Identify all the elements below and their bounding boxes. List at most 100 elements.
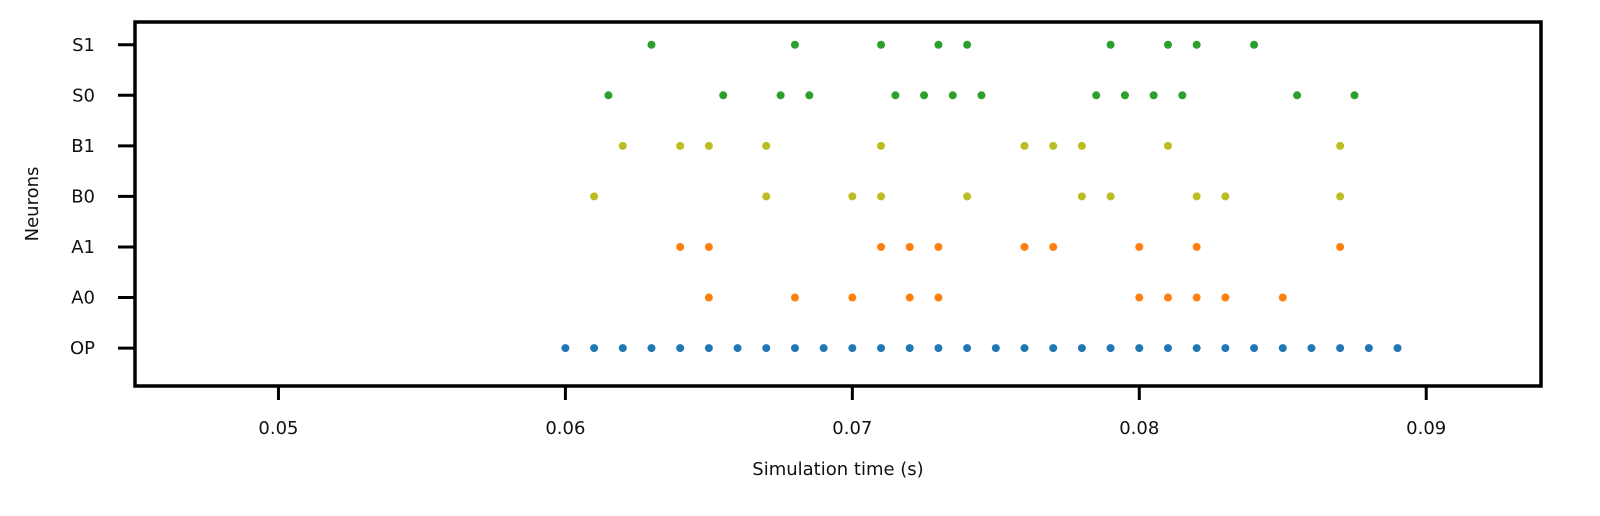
spike-point [790,293,799,302]
spike-point [905,293,914,302]
y-tick-label: A1 [71,237,95,258]
spike-point [618,344,627,353]
spike-point [1192,242,1201,251]
x-tick-label: 0.09 [1406,418,1446,439]
spike-point [704,293,713,302]
spike-point [1163,141,1172,150]
spike-point [1221,192,1230,201]
spike-point [877,40,886,49]
spike-point [877,344,886,353]
spike-point [877,192,886,201]
y-axis-label: Neurons [22,167,43,242]
spike-point [676,141,685,150]
spike-point [1163,344,1172,353]
spike-point [877,141,886,150]
spike-point [991,344,1000,353]
y-axis: OP A0 A1 B0 B1 S0 S1 [70,35,135,359]
spike-point [848,293,857,302]
spike-point [1178,91,1187,100]
spike-point [604,91,613,100]
spike-point [977,91,986,100]
spike-point [719,91,728,100]
spike-point [618,141,627,150]
spike-point [819,344,828,353]
y-tick-label: S1 [72,35,95,56]
spike-point [1192,40,1201,49]
spike-point [1135,344,1144,353]
spike-point [733,344,742,353]
spike-point [1077,192,1086,201]
spike-point [676,344,685,353]
spike-point [676,242,685,251]
spike-point [1307,344,1316,353]
y-tick-label: S0 [72,85,95,106]
spike-point [762,344,771,353]
spike-point [590,344,599,353]
spike-point [848,344,857,353]
spike-point [1336,192,1345,201]
spike-point [776,91,785,100]
spike-point [934,344,943,353]
y-tick-label: B1 [71,136,95,157]
x-axis-label: Simulation time (s) [752,459,923,480]
spike-point [848,192,857,201]
spike-point [1106,40,1115,49]
spike-point [704,141,713,150]
spike-point [1293,91,1302,100]
y-tick-label: OP [70,338,95,359]
spike-point [1049,242,1058,251]
spike-point [920,91,929,100]
spike-point [1149,91,1158,100]
x-axis: 0.05 0.06 0.07 0.08 0.09 [258,386,1446,439]
spike-point [647,344,656,353]
spike-point [963,344,972,353]
spike-point [1221,344,1230,353]
spike-point [762,192,771,201]
spike-point [1163,40,1172,49]
spike-point [1077,344,1086,353]
spike-point [1221,293,1230,302]
spike-point [561,344,570,353]
spike-point [1364,344,1373,353]
spike-point [1077,141,1086,150]
x-tick-label: 0.08 [1119,418,1159,439]
spike-point [590,192,599,201]
spike-point [1393,344,1402,353]
spike-point [1120,91,1129,100]
y-tick-label: A0 [71,288,95,309]
spike-point [805,91,814,100]
spike-point [1049,344,1058,353]
spike-point [1278,293,1287,302]
spike-point [1278,344,1287,353]
spike-point [1106,344,1115,353]
axes-frame [133,20,1543,388]
plot-frame [133,20,1543,388]
x-tick-label: 0.05 [258,418,298,439]
spike-point [1192,293,1201,302]
spike-point [647,40,656,49]
spike-point [934,293,943,302]
spike-point [704,344,713,353]
spike-point [891,91,900,100]
spike-point [1163,293,1172,302]
spike-point [1336,344,1345,353]
spike-point [1020,141,1029,150]
spike-point [934,242,943,251]
spike-point [1092,91,1101,100]
spike-point [1350,91,1359,100]
spike-point [963,192,972,201]
spike-point [1192,192,1201,201]
spike-point [1336,141,1345,150]
spike-point [1135,242,1144,251]
spike-point [1192,344,1201,353]
x-tick-label: 0.06 [545,418,585,439]
spike-point [704,242,713,251]
spike-point [905,344,914,353]
spike-point [934,40,943,49]
spike-point [790,40,799,49]
spike-point [1336,242,1345,251]
spike-point [1049,141,1058,150]
spike-point [762,141,771,150]
spike-point [877,242,886,251]
spike-points [561,40,1402,353]
